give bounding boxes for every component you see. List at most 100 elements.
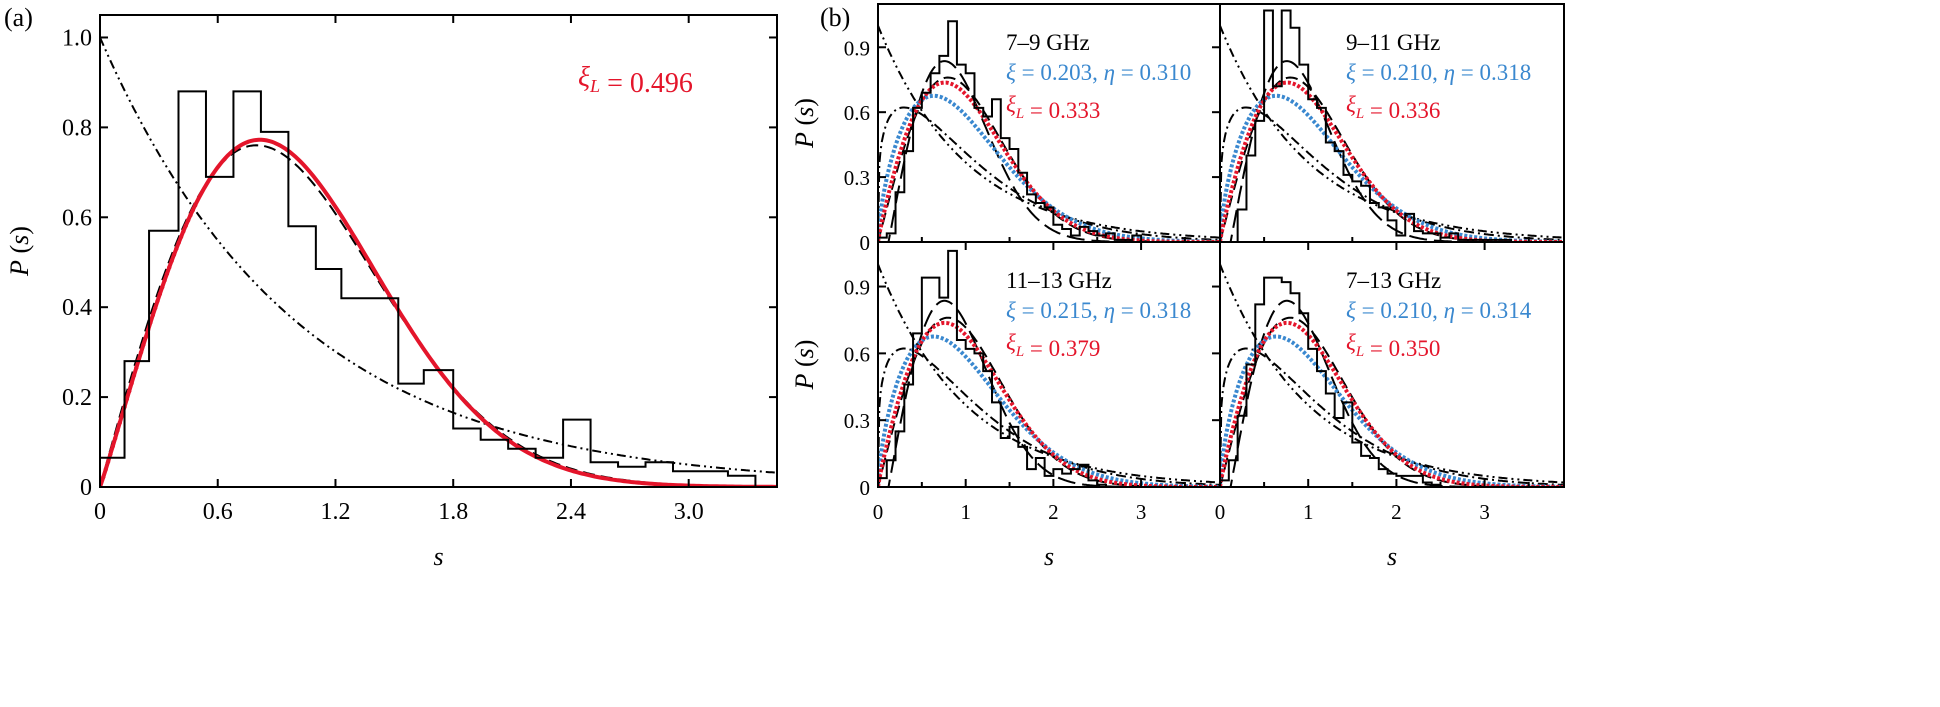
curve-marker bbox=[167, 265, 172, 270]
annotation-blue: ξ = 0.210, η = 0.314 bbox=[1346, 298, 1532, 323]
y-tick-label: 0.3 bbox=[844, 166, 870, 190]
x-tick-label: 0 bbox=[94, 499, 106, 525]
curve-marker bbox=[103, 467, 108, 472]
curve-brody-dash-dot-black bbox=[878, 106, 1220, 242]
panel-label: (a) bbox=[4, 3, 33, 32]
panel-label: (b) bbox=[820, 3, 850, 32]
curve-poisson-black bbox=[1220, 25, 1564, 239]
curve-marker bbox=[124, 396, 130, 402]
curve-marker bbox=[143, 335, 148, 340]
annotation-red: ξL = 0.496 bbox=[578, 62, 693, 99]
histogram bbox=[1220, 276, 1442, 487]
curve-marker bbox=[105, 459, 111, 465]
x-tick-label: 2 bbox=[1391, 500, 1402, 524]
curve-marker bbox=[141, 342, 146, 347]
curve-poisson-black bbox=[1220, 263, 1564, 484]
annotation-blue: ξ = 0.210, η = 0.318 bbox=[1346, 60, 1531, 85]
x-axis-label: s bbox=[433, 542, 443, 571]
annotation-red: ξL = 0.379 bbox=[1006, 330, 1100, 361]
curve-goe-scaled-black bbox=[878, 60, 1220, 242]
curve-marker bbox=[176, 240, 181, 245]
curve-marker bbox=[115, 428, 120, 433]
histogram bbox=[878, 20, 1143, 242]
curve-marker bbox=[192, 203, 198, 208]
curve-marker bbox=[127, 388, 132, 394]
curve-marker bbox=[134, 365, 139, 370]
y-tick-label: 0.9 bbox=[844, 36, 870, 60]
curve-brody-dash-dot-black bbox=[1220, 347, 1564, 487]
annotation-red: ξL = 0.333 bbox=[1006, 92, 1100, 123]
panel-b4: 0 1 2 3 s 7–13 GHz ξ = 0.210, η = 0.314 ξL = 0.… bbox=[1215, 241, 1565, 571]
curve-marker bbox=[160, 284, 165, 290]
annotation-black: 9–11 GHz bbox=[1346, 30, 1440, 55]
curve-marker bbox=[190, 207, 196, 213]
curve-poisson-black bbox=[878, 263, 1220, 484]
panel-b1: 0 0.3 0.6 0.9 P (s) (b) 7–9 GHz ξ = 0.203, η = … bbox=[790, 3, 1221, 255]
axes-frame bbox=[99, 14, 778, 488]
x-tick-label: 2.4 bbox=[556, 499, 586, 525]
x-tick-label: 1 bbox=[960, 500, 971, 524]
plot-area bbox=[100, 37, 777, 487]
annotation-red: ξL = 0.350 bbox=[1346, 330, 1440, 361]
y-tick-label: 0.4 bbox=[62, 295, 92, 321]
y-tick-label: 1.0 bbox=[62, 25, 92, 51]
y-tick-label: 0 bbox=[80, 475, 92, 501]
axes-frame bbox=[1219, 241, 1565, 488]
curve-marker bbox=[188, 212, 193, 218]
annotation-black: 7–9 GHz bbox=[1006, 30, 1090, 55]
y-tick-label: 0 bbox=[860, 476, 871, 500]
y-tick-label: 0.6 bbox=[844, 342, 870, 366]
x-tick-label: 3.0 bbox=[674, 499, 704, 525]
curve-brody-dash-dot-black bbox=[878, 347, 1220, 487]
curve-marker bbox=[171, 252, 177, 257]
y-axis-label: P (s) bbox=[5, 226, 34, 277]
curve-brody-red bbox=[100, 137, 777, 487]
curve-goe-scaled-black bbox=[1220, 60, 1564, 242]
curve-brody-red bbox=[878, 320, 1220, 487]
x-tick-label: 1.8 bbox=[438, 499, 468, 525]
annotation-red: ξL = 0.336 bbox=[1346, 92, 1440, 123]
curve-marker bbox=[174, 246, 179, 251]
curve-wigner-black bbox=[1220, 316, 1564, 487]
curve-goe-scaled-black bbox=[1220, 299, 1564, 487]
panel-a: 0 0.2 0.4 0.6 0.8 1.0 0 0.6 1.2 1.8 2.4 3.0 s P (s) (a… bbox=[4, 3, 778, 571]
panel-b3: 0 0.3 0.6 0.9 0 1 2 3 s P (s) 11–13 GHz ξ = 0.215, … bbox=[790, 241, 1221, 571]
x-tick-label: 0 bbox=[873, 500, 884, 524]
y-axis-label: P (s) bbox=[790, 98, 819, 149]
plot-area bbox=[878, 249, 1220, 487]
curve-marker bbox=[178, 234, 184, 240]
curve-marker bbox=[101, 474, 106, 480]
y-tick-label: 0.6 bbox=[62, 205, 92, 231]
histogram bbox=[100, 90, 757, 487]
y-tick-label: 0 bbox=[860, 231, 871, 255]
curve-marker bbox=[138, 350, 144, 355]
y-axis-label: P (s) bbox=[790, 340, 819, 391]
curve-marker bbox=[152, 305, 158, 311]
curve-marker bbox=[129, 381, 134, 386]
curve-marker bbox=[157, 291, 163, 297]
x-tick-label: 2 bbox=[1048, 500, 1059, 524]
panel-b2: 9–11 GHz ξ = 0.210, η = 0.318 ξL = 0.336 bbox=[1219, 3, 1565, 243]
curve-marker bbox=[131, 373, 137, 378]
curve-marker bbox=[181, 229, 186, 234]
histogram bbox=[1236, 9, 1513, 242]
curve-marker bbox=[164, 271, 170, 277]
curve-marker bbox=[185, 218, 191, 223]
y-tick-label: 0.9 bbox=[844, 276, 870, 300]
curve-marker bbox=[183, 223, 188, 228]
annotation-blue: ξ = 0.215, η = 0.318 bbox=[1006, 298, 1191, 323]
x-tick-label: 3 bbox=[1479, 500, 1490, 524]
x-tick-label: 0 bbox=[1215, 500, 1226, 524]
x-tick-label: 0.6 bbox=[203, 499, 233, 525]
curve-marker bbox=[108, 451, 113, 457]
curve-marker bbox=[169, 258, 174, 264]
x-tick-label: 3 bbox=[1136, 500, 1147, 524]
curve-marker bbox=[150, 313, 155, 318]
x-tick-label: 1 bbox=[1303, 500, 1314, 524]
curve-marker bbox=[112, 436, 118, 441]
y-tick-label: 0.6 bbox=[844, 101, 870, 125]
annotation-blue: ξ = 0.203, η = 0.310 bbox=[1006, 60, 1191, 85]
x-axis-label: s bbox=[1044, 542, 1054, 571]
curve-marker bbox=[117, 420, 123, 425]
